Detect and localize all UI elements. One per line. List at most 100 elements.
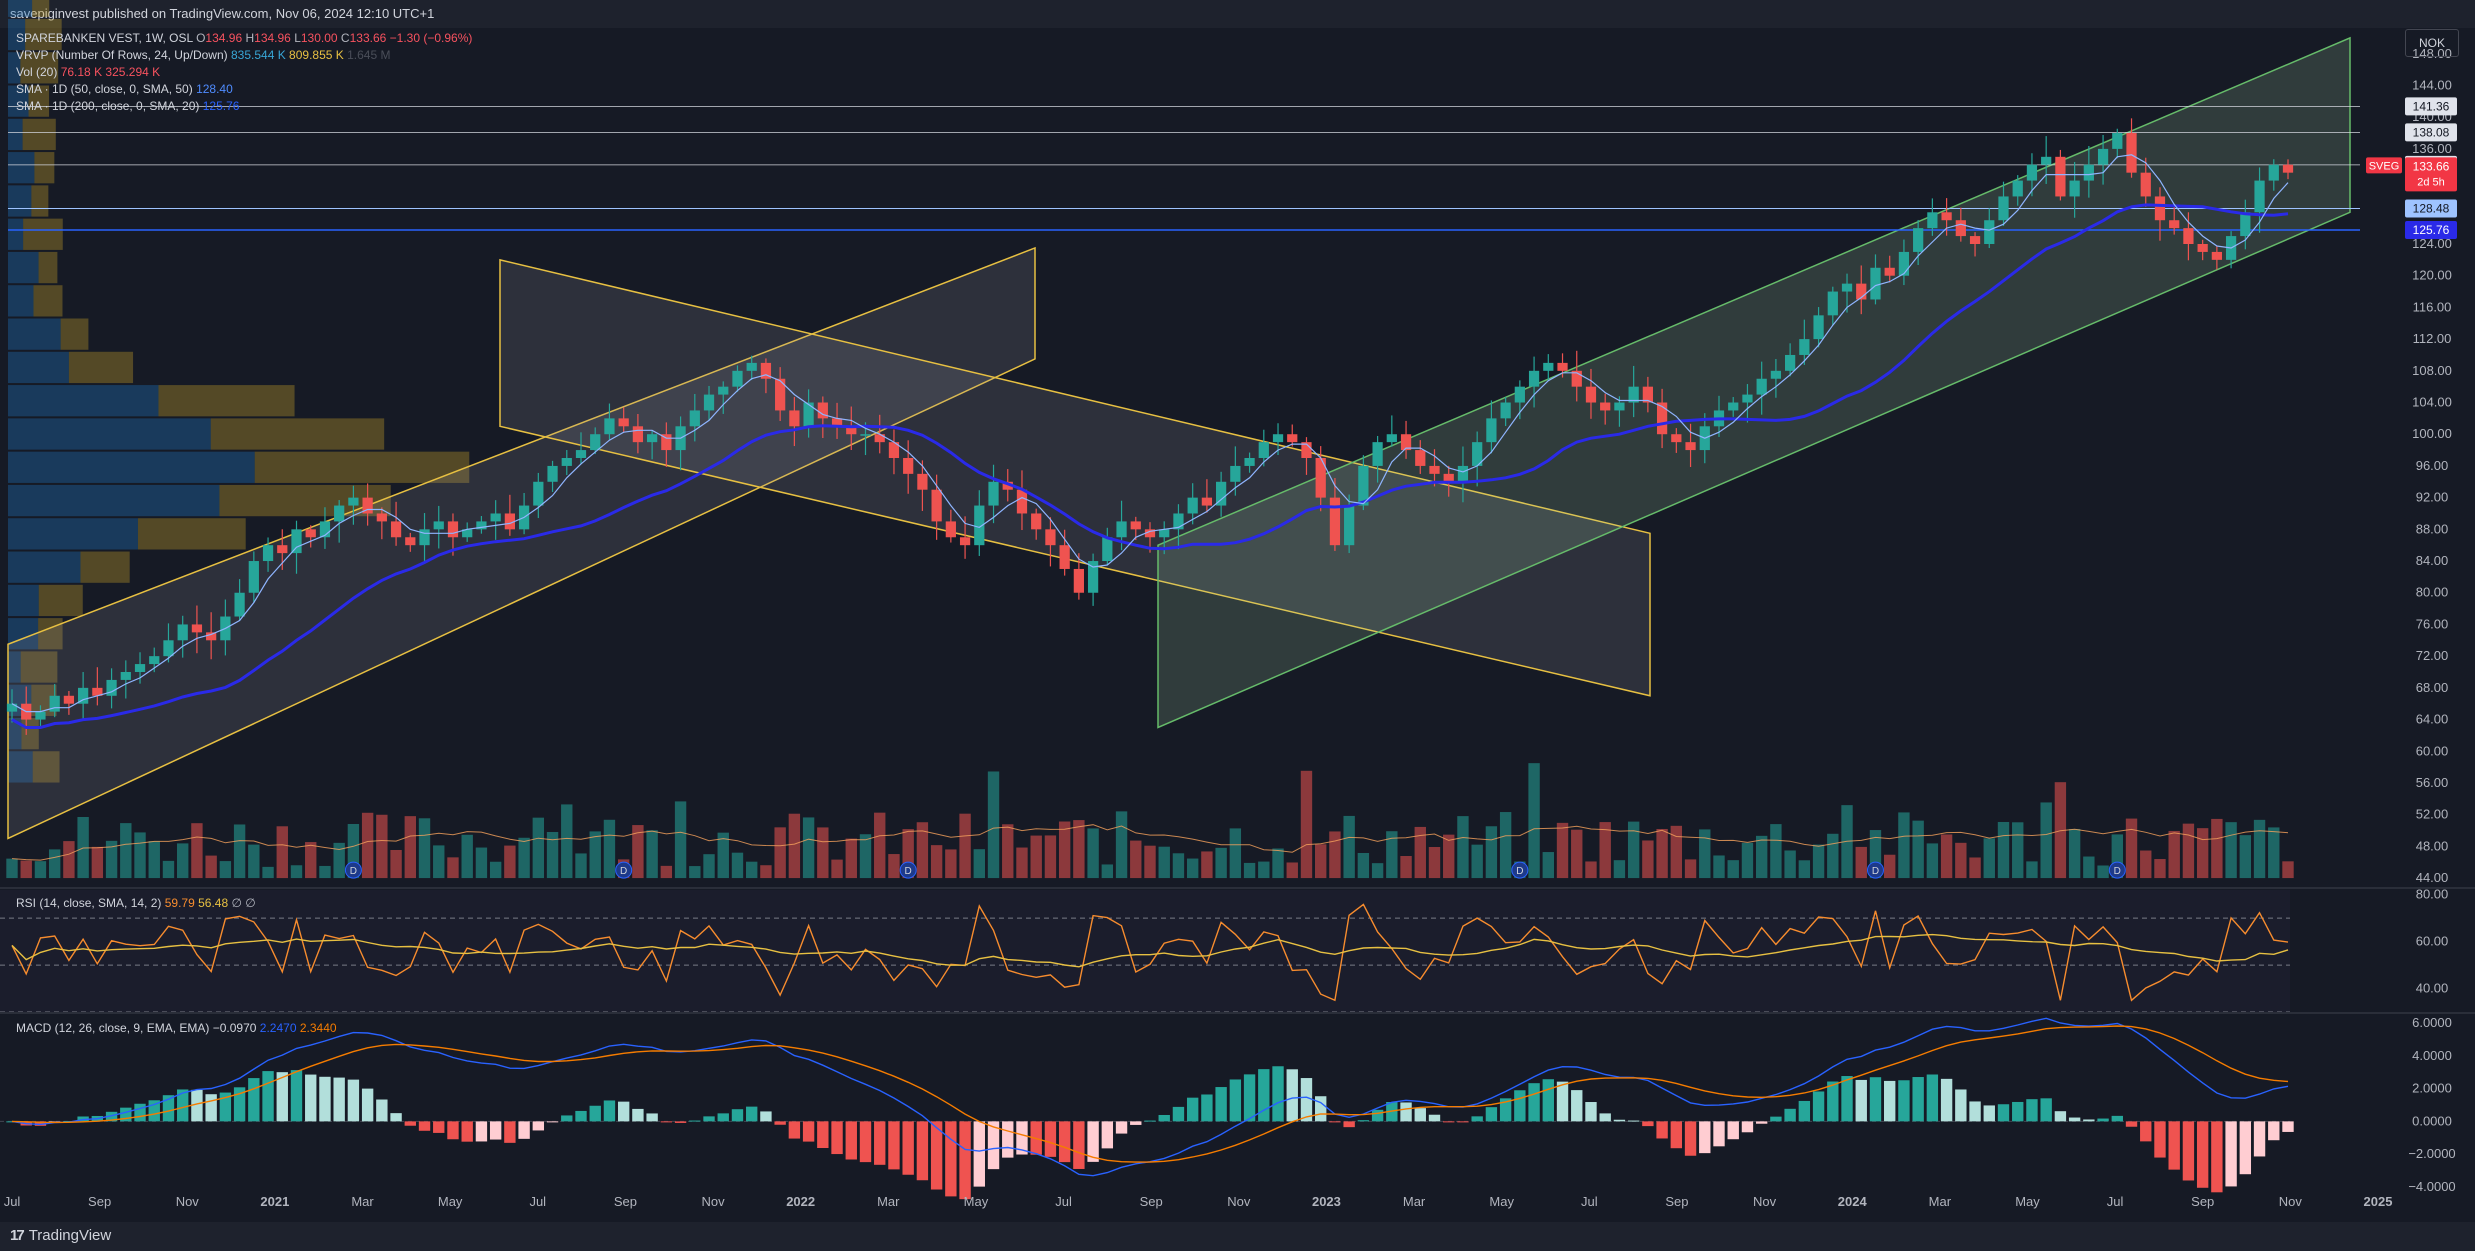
macd-histogram-bar: [1784, 1108, 1796, 1122]
volume-bar: [233, 824, 246, 879]
volume-bar: [1357, 852, 1370, 879]
macd-histogram-bar: [2211, 1121, 2223, 1193]
candle-up: [2240, 212, 2251, 237]
candle-up: [1770, 370, 1782, 379]
candle-up: [348, 497, 359, 506]
vrvp-label[interactable]: VRVP (Number Of Rows, 24, Up/Down): [16, 48, 228, 62]
dividend-marker: [1866, 861, 1884, 879]
currency-button[interactable]: NOK: [2405, 29, 2459, 57]
macd-histogram-bar: [1542, 1079, 1554, 1122]
macd-histogram-bar: [632, 1108, 644, 1122]
candle-up: [419, 529, 430, 546]
macd-histogram-bar: [1627, 1120, 1640, 1122]
volume-bar: [1699, 829, 1711, 879]
candle-down: [618, 418, 629, 427]
dividend-marker-label: D: [905, 866, 912, 877]
candle-up: [689, 410, 700, 427]
macd-histogram-bar: [1741, 1121, 1754, 1133]
volume-bar: [2125, 818, 2138, 879]
candle-down: [1130, 521, 1141, 530]
candle-up: [120, 672, 131, 680]
candle-up: [2041, 156, 2052, 165]
volume-bar: [1144, 845, 1156, 879]
candle-down: [775, 378, 786, 411]
macd-histogram-bar: [1258, 1069, 1270, 1122]
dividend-marker: [1511, 861, 1529, 879]
candle-down: [661, 434, 672, 451]
candle-up: [1870, 267, 1881, 300]
vp-row-up: [8, 118, 23, 151]
candle-up: [1457, 465, 1469, 482]
candle-down: [1642, 386, 1653, 403]
price-axis-label: 60.00: [2416, 743, 2449, 758]
time-axis-label: Mar: [877, 1194, 900, 1209]
macd-histogram-bar: [1101, 1121, 1114, 1149]
vp-row-up: [8, 351, 69, 384]
candle-down: [760, 362, 772, 379]
volume-bar: [347, 823, 360, 879]
volume-bar: [987, 771, 1000, 879]
time-axis-label: Mar: [351, 1194, 374, 1209]
candle-up: [319, 521, 331, 538]
volume-bar: [760, 865, 772, 879]
vp-row-up: [8, 18, 26, 51]
price-axis-label: 116.00: [2413, 299, 2452, 314]
vol-label[interactable]: Vol (20): [16, 65, 58, 79]
volume-bar: [1002, 824, 1014, 879]
volume-bar: [2040, 802, 2052, 879]
candle-down: [903, 458, 914, 474]
macd-histogram-bar: [404, 1121, 416, 1126]
last-price-text: 133.66: [2413, 159, 2450, 173]
volume-bar: [2154, 859, 2166, 879]
tradingview-brand[interactable]: 17 TradingView: [10, 1227, 112, 1244]
volume-bar: [703, 854, 715, 879]
macd-histogram-bar: [2040, 1098, 2052, 1122]
volume-bar: [874, 812, 886, 879]
macd-histogram-bar: [561, 1115, 573, 1122]
candle-up: [2097, 148, 2109, 165]
volume-bar: [746, 861, 758, 879]
candle-down: [2140, 172, 2151, 197]
rsi-axis-label: 80.00: [2416, 887, 2449, 902]
sma200-label[interactable]: SMA · 1D (200, close, 0, SMA, 20): [16, 99, 200, 113]
volume-bar: [589, 831, 601, 879]
candle-down: [1045, 529, 1056, 546]
volume-bar: [20, 860, 32, 879]
vp-row-up: [8, 251, 39, 284]
dividend-marker-label: D: [1516, 866, 1523, 877]
sma50-label[interactable]: SMA · 1D (50, close, 0, SMA, 50): [16, 82, 193, 96]
volume-bar: [390, 849, 402, 879]
candle-up: [988, 481, 999, 506]
volume-bar: [731, 852, 744, 879]
candle-down: [1415, 450, 1426, 466]
time-axis-label: May: [438, 1194, 463, 1209]
candle-down: [632, 426, 644, 443]
last-price-tag: [2405, 157, 2457, 192]
time-axis-label: Nov: [176, 1194, 200, 1209]
symbol-label[interactable]: SPAREBANKEN VEST, 1W, OSL: [16, 31, 193, 45]
vp-row-up: [8, 152, 35, 184]
volume-bar: [959, 813, 971, 879]
volume-bar: [1087, 828, 1099, 879]
volume-bar: [219, 861, 232, 879]
rsi-legend[interactable]: RSI (14, close, SMA, 14, 2) 59.79 56.48 …: [16, 896, 256, 910]
volume-bar: [2239, 835, 2252, 879]
macd-legend[interactable]: MACD (12, 26, close, 9, EMA, EMA) −0.097…: [16, 1021, 337, 1035]
vp-row-up: [8, 518, 138, 550]
vp-row-down: [254, 451, 470, 483]
candle-up: [433, 521, 444, 530]
macd-histogram-bar: [148, 1100, 160, 1122]
vp-row-down: [38, 618, 63, 650]
candle-down: [1884, 267, 1895, 276]
vp-row-down: [22, 118, 56, 151]
time-axis-label: 2025: [2364, 1194, 2393, 1209]
volume-bar: [191, 823, 203, 879]
volume-bar: [361, 812, 374, 879]
candle-down: [945, 521, 956, 538]
sma50-line: [11, 154, 2289, 713]
macd-histogram-bar: [1044, 1121, 1057, 1157]
candle-down: [1671, 434, 1682, 443]
macd-histogram-bar: [1969, 1101, 1981, 1122]
candle-up: [1500, 402, 1511, 419]
